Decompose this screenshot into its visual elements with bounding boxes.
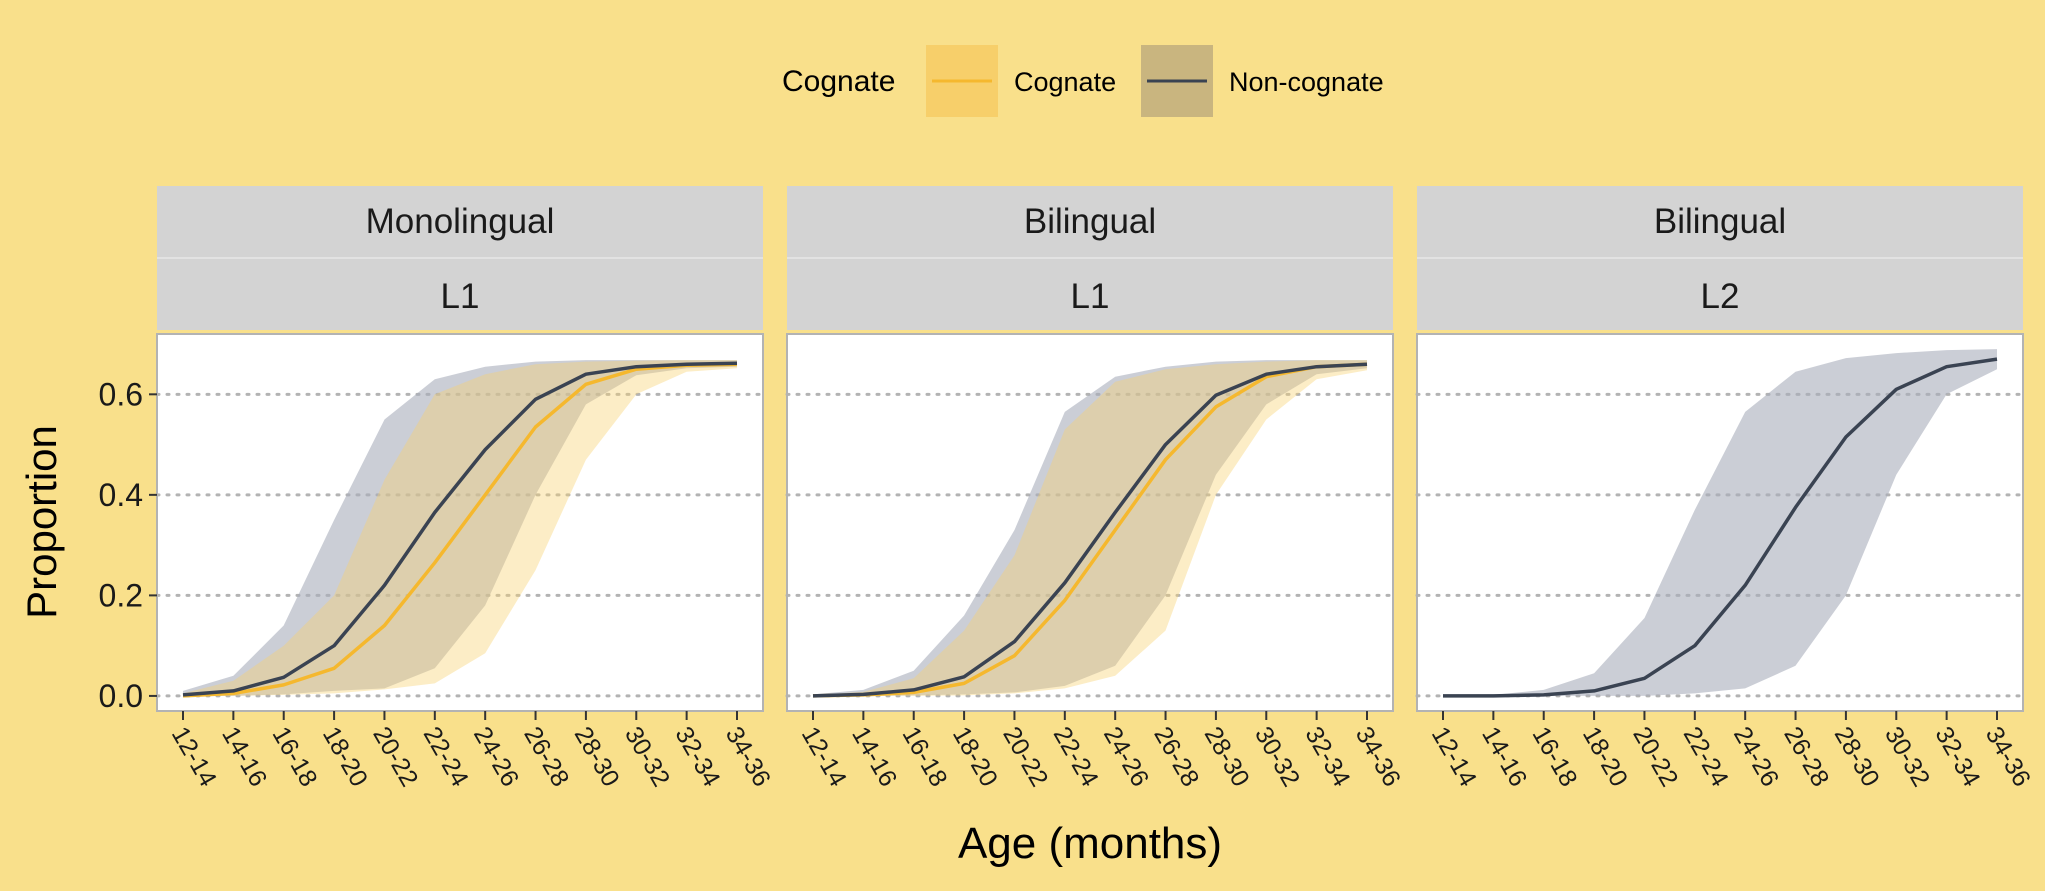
y-tick-label: 0.0 xyxy=(99,678,143,714)
x-tick-label: 28-30 xyxy=(1199,722,1255,791)
x-tick-label: 24-26 xyxy=(1728,722,1784,791)
x-tick-label: 16-18 xyxy=(1527,722,1583,791)
x-tick-label: 30-32 xyxy=(1249,722,1305,791)
x-tick-label: 14-16 xyxy=(846,722,902,791)
y-tick-label: 0.4 xyxy=(99,477,143,513)
x-tick-label: 30-32 xyxy=(1879,722,1935,791)
x-tick-label: 32-34 xyxy=(1929,722,1985,791)
strip-label-top: Bilingual xyxy=(1024,202,1156,241)
x-tick-label: 12-14 xyxy=(166,722,222,791)
y-tick-label: 0.6 xyxy=(99,376,143,412)
x-tick-label: 12-14 xyxy=(1426,722,1482,791)
x-tick-label: 34-36 xyxy=(1350,722,1406,791)
x-tick-label: 32-34 xyxy=(669,722,725,791)
legend-title: Cognate xyxy=(782,65,895,98)
strip-bottom-bg xyxy=(157,258,763,330)
strip-top-bg xyxy=(157,186,763,258)
x-tick-label: 28-30 xyxy=(569,722,625,791)
strip-label-bottom: L1 xyxy=(441,277,480,316)
y-tick-label: 0.2 xyxy=(99,577,143,613)
x-tick-label: 12-14 xyxy=(796,722,852,791)
strip-label-top: Monolingual xyxy=(366,202,555,241)
x-axis-title: Age (months) xyxy=(958,819,1222,868)
x-tick-label: 16-18 xyxy=(267,722,323,791)
x-tick-label: 22-24 xyxy=(418,722,474,791)
legend-key-cognate xyxy=(926,45,998,117)
x-tick-label: 24-26 xyxy=(468,722,524,791)
x-tick-label: 18-20 xyxy=(1577,722,1633,791)
strip-label-top: Bilingual xyxy=(1654,202,1786,241)
legend: Cognate Cognate Non-cognate xyxy=(782,45,1384,117)
panel-2: Bilingual L1 12-1414-1616-1818-2020-2222-2… xyxy=(785,186,1406,791)
x-tick-label: 22-24 xyxy=(1048,722,1104,791)
x-tick-label: 20-22 xyxy=(1627,722,1683,791)
x-tick-label: 16-18 xyxy=(897,722,953,791)
x-tick-label: 34-36 xyxy=(1980,722,2036,791)
x-tick-label: 34-36 xyxy=(720,722,776,791)
x-tick-label: 30-32 xyxy=(619,722,675,791)
x-tick-label: 26-28 xyxy=(518,722,574,791)
x-tick-label: 22-24 xyxy=(1678,722,1734,791)
strip-label-bottom: L1 xyxy=(1071,277,1110,316)
x-tick-label: 28-30 xyxy=(1829,722,1885,791)
legend-key-non-cognate xyxy=(1141,45,1213,117)
legend-label-non-cognate: Non-cognate xyxy=(1229,67,1384,97)
x-tick-label: 18-20 xyxy=(947,722,1003,791)
line-cognate xyxy=(812,362,1368,698)
x-tick-label: 32-34 xyxy=(1299,722,1355,791)
x-tick-label: 20-22 xyxy=(997,722,1053,791)
ribbon-non-cognate xyxy=(1443,349,1997,696)
strip-label-bottom: L2 xyxy=(1701,277,1740,316)
x-tick-label: 18-20 xyxy=(317,722,373,791)
x-tick-label: 14-16 xyxy=(1476,722,1532,791)
ribbon-non-cognate xyxy=(813,360,1367,696)
legend-label-cognate: Cognate xyxy=(1014,67,1116,97)
strip-top-bg xyxy=(1417,186,2023,258)
ribbon-cognate xyxy=(813,360,1367,696)
panel-3: Bilingual L2 12-1414-1616-1818-2020-2222-2… xyxy=(1415,186,2036,791)
x-tick-label: 26-28 xyxy=(1148,722,1204,791)
line-non-cognate xyxy=(812,362,1368,698)
x-tick-label: 24-26 xyxy=(1098,722,1154,791)
line-cognate xyxy=(182,362,738,698)
line-non-cognate xyxy=(1443,357,1998,698)
panel-1: Monolingual L1 0.0 0.2 0.4 0.6 12-1414-1616-18… xyxy=(99,186,776,791)
plot-border xyxy=(156,333,764,712)
x-tick-label: 14-16 xyxy=(216,722,272,791)
y-axis-title: Proportion xyxy=(18,425,65,619)
plot-border xyxy=(786,333,1394,712)
x-tick-label: 20-22 xyxy=(367,722,423,791)
plot-border xyxy=(1416,333,2024,712)
strip-bottom-bg xyxy=(1417,258,2023,330)
line-non-cognate xyxy=(182,361,738,697)
x-tick-label: 26-28 xyxy=(1778,722,1834,791)
strip-bottom-bg xyxy=(787,258,1393,330)
strip-top-bg xyxy=(787,186,1393,258)
